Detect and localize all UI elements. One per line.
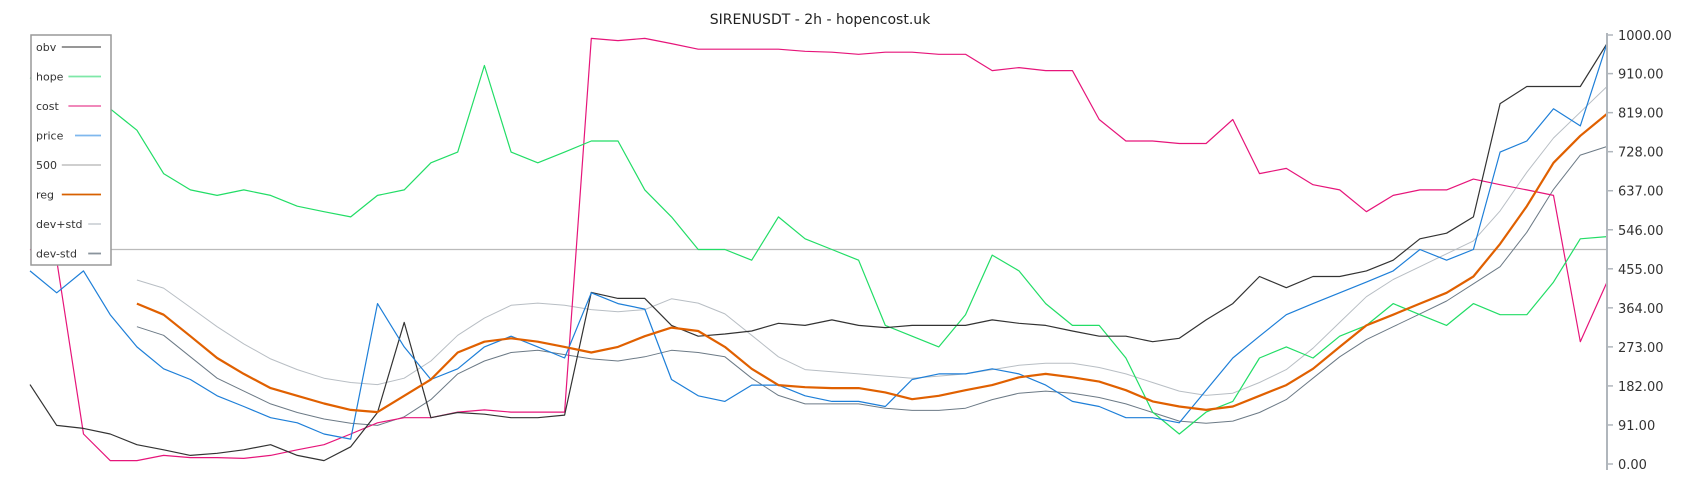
series-line-dev-plus-std	[136, 86, 1608, 396]
series-line-hope	[29, 64, 1608, 435]
legend-label: cost	[36, 100, 60, 113]
legend-label: obv	[36, 41, 57, 54]
y-tick-label: 546.00	[1618, 224, 1664, 239]
y-tick-label: 273.00	[1618, 341, 1664, 356]
series-line-reg	[136, 113, 1608, 414]
legend-label: price	[36, 130, 64, 143]
series-line-obv	[29, 43, 1608, 462]
series-line-price	[29, 43, 1608, 440]
series-line-cost	[29, 37, 1608, 462]
legend-label: 500	[36, 159, 57, 172]
legend-box	[30, 34, 112, 266]
y-tick-label: 728.00	[1618, 146, 1664, 161]
legend: obv hope cost price 500 reg dev+std dev-std	[30, 34, 112, 266]
y-tick-label: 182.00	[1618, 380, 1664, 395]
legend-label: hope	[36, 71, 64, 84]
y-tick-label: 91.00	[1618, 419, 1655, 434]
y-tick-label: 0.00	[1618, 458, 1647, 473]
y-tick-label: 364.00	[1618, 302, 1664, 317]
legend-label: dev-std	[36, 248, 77, 261]
y-tick-label: 455.00	[1618, 263, 1664, 278]
chart-title: SIRENUSDT - 2h - hopencost.uk	[710, 12, 931, 28]
y-tick-label: 910.00	[1618, 68, 1664, 83]
y-tick-label: 819.00	[1618, 107, 1664, 122]
y-tick-label: 1000.00	[1618, 29, 1672, 44]
y-tick-label: 637.00	[1618, 185, 1664, 200]
series-line-dev-std	[136, 146, 1608, 426]
legend-label: dev+std	[36, 218, 83, 231]
legend-label: reg	[36, 189, 54, 202]
